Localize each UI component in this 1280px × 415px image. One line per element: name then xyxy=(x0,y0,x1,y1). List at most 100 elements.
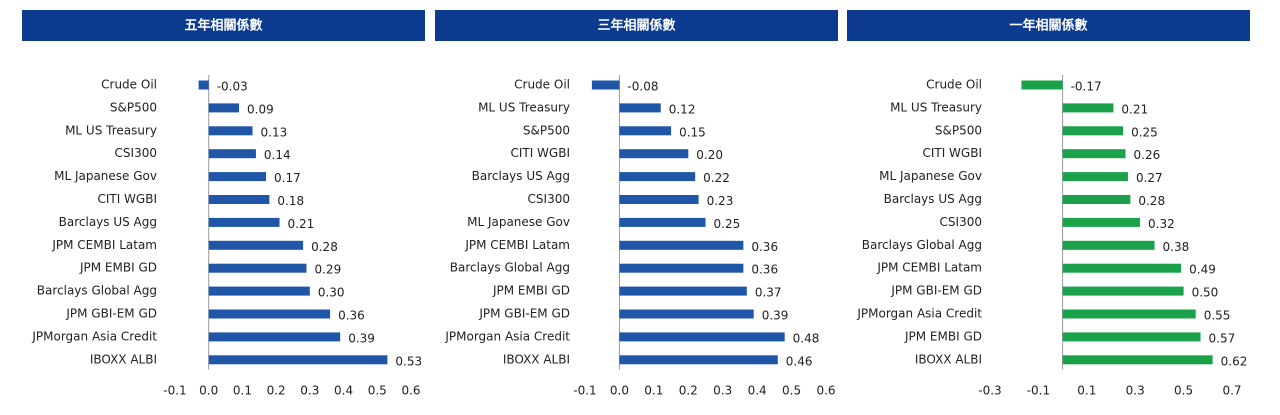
category-label: CSI300 xyxy=(528,192,570,206)
x-tick-label: 0.4 xyxy=(748,384,767,398)
category-label: JPM GBI-EM GD xyxy=(890,284,982,298)
x-tick-label: -0.1 xyxy=(1027,384,1050,398)
value-label: 0.21 xyxy=(288,217,315,231)
bar xyxy=(619,240,744,250)
bar xyxy=(1021,80,1063,90)
x-tick-label: 0.3 xyxy=(300,384,319,398)
panel-title: 一年相關係數 xyxy=(1009,18,1087,34)
category-label: S&P500 xyxy=(523,123,570,137)
x-tick-label: 0.7 xyxy=(1222,384,1241,398)
value-label: 0.09 xyxy=(247,102,274,116)
value-label: 0.57 xyxy=(1209,331,1236,345)
x-tick-label: -0.3 xyxy=(978,384,1001,398)
x-tick-label: -0.1 xyxy=(573,384,596,398)
bar xyxy=(619,286,747,296)
panel-title: 五年相關係數 xyxy=(184,18,262,34)
bar xyxy=(1062,149,1126,159)
category-label: CITI WGBI xyxy=(922,146,982,160)
x-tick-label: 0.3 xyxy=(1126,384,1145,398)
value-label: 0.46 xyxy=(786,354,813,368)
category-label: JPM CEMBI Latam xyxy=(876,261,982,275)
value-label: 0.38 xyxy=(1163,240,1190,254)
bar xyxy=(1062,286,1184,296)
x-tick-label: 0.6 xyxy=(816,384,835,398)
value-label: 0.36 xyxy=(338,309,365,323)
bar xyxy=(619,172,696,182)
category-label: JPM GBI-EM GD xyxy=(478,307,570,321)
x-tick-label: 0.6 xyxy=(401,384,420,398)
bar xyxy=(1062,103,1114,113)
value-label: 0.32 xyxy=(1148,217,1175,231)
x-tick-label: 0.1 xyxy=(233,384,252,398)
value-label: 0.36 xyxy=(751,263,778,277)
category-label: Crude Oil xyxy=(514,78,570,92)
bar xyxy=(208,309,331,319)
x-tick-label: 0.2 xyxy=(267,384,286,398)
x-tick-label: 0.3 xyxy=(713,384,732,398)
value-label: 0.29 xyxy=(314,263,341,277)
category-label: JPM EMBI GD xyxy=(904,329,982,343)
bar xyxy=(591,80,620,90)
panel-header xyxy=(847,10,1250,41)
panel-header xyxy=(22,10,425,41)
category-label: S&P500 xyxy=(110,100,157,114)
bar xyxy=(619,126,672,136)
value-label: 0.15 xyxy=(679,125,706,139)
category-label: ML Japanese Gov xyxy=(467,215,570,229)
category-label: IBOXX ALBI xyxy=(90,352,157,366)
category-label: CSI300 xyxy=(115,146,157,160)
category-label: ML US Treasury xyxy=(478,100,570,114)
x-tick-label: -0.1 xyxy=(163,384,186,398)
category-label: Crude Oil xyxy=(101,78,157,92)
value-label: 0.12 xyxy=(669,102,696,116)
bar xyxy=(1062,240,1155,250)
category-label: ML Japanese Gov xyxy=(879,169,982,183)
category-label: Barclays US Agg xyxy=(472,169,570,183)
category-label: Barclays US Agg xyxy=(59,215,157,229)
value-label: 0.30 xyxy=(318,286,345,300)
bar xyxy=(208,332,341,342)
value-label: 0.49 xyxy=(1189,263,1216,277)
value-label: 0.55 xyxy=(1204,309,1231,323)
panel-header xyxy=(435,10,838,41)
bar xyxy=(1062,126,1124,136)
category-label: JPM CEMBI Latam xyxy=(51,238,157,252)
x-tick-label: 0.5 xyxy=(368,384,387,398)
category-label: IBOXX ALBI xyxy=(503,352,570,366)
category-label: ML US Treasury xyxy=(65,123,157,137)
bar xyxy=(208,240,304,250)
category-label: JPMorgan Asia Credit xyxy=(856,307,982,321)
value-label: 0.39 xyxy=(348,331,375,345)
bar xyxy=(1062,309,1196,319)
bar xyxy=(1062,217,1141,227)
bar xyxy=(198,80,209,90)
bar xyxy=(1062,332,1201,342)
bar xyxy=(619,149,689,159)
category-label: S&P500 xyxy=(935,123,982,137)
category-label: Barclays Global Agg xyxy=(450,261,570,275)
category-label: Crude Oil xyxy=(926,78,982,92)
bar xyxy=(1062,195,1131,204)
value-label: -0.17 xyxy=(1071,80,1102,94)
x-tick-label: 0.1 xyxy=(644,384,663,398)
bar xyxy=(619,332,785,342)
x-tick-label: 0.1 xyxy=(1077,384,1096,398)
bar xyxy=(208,217,280,227)
bar xyxy=(208,195,270,204)
category-label: ML US Treasury xyxy=(890,100,982,114)
value-label: 0.18 xyxy=(277,194,304,208)
bar xyxy=(208,149,256,159)
value-label: -0.08 xyxy=(627,80,658,94)
category-label: JPM EMBI GD xyxy=(79,261,157,275)
bar xyxy=(1062,355,1213,365)
value-label: 0.48 xyxy=(793,331,820,345)
x-tick-label: 0.0 xyxy=(610,384,629,398)
category-label: Barclays US Agg xyxy=(884,192,982,206)
bar xyxy=(619,217,706,227)
value-label: 0.26 xyxy=(1134,148,1161,162)
value-label: 0.13 xyxy=(261,125,288,139)
value-label: 0.25 xyxy=(1131,125,1158,139)
bar xyxy=(208,172,267,182)
value-label: 0.28 xyxy=(1138,194,1165,208)
